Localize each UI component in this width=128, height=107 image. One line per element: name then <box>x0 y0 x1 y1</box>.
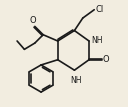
Text: Cl: Cl <box>95 5 104 14</box>
Text: NH: NH <box>92 36 103 45</box>
Text: NH: NH <box>70 76 82 85</box>
Text: O: O <box>30 16 37 25</box>
Text: O: O <box>103 55 109 64</box>
